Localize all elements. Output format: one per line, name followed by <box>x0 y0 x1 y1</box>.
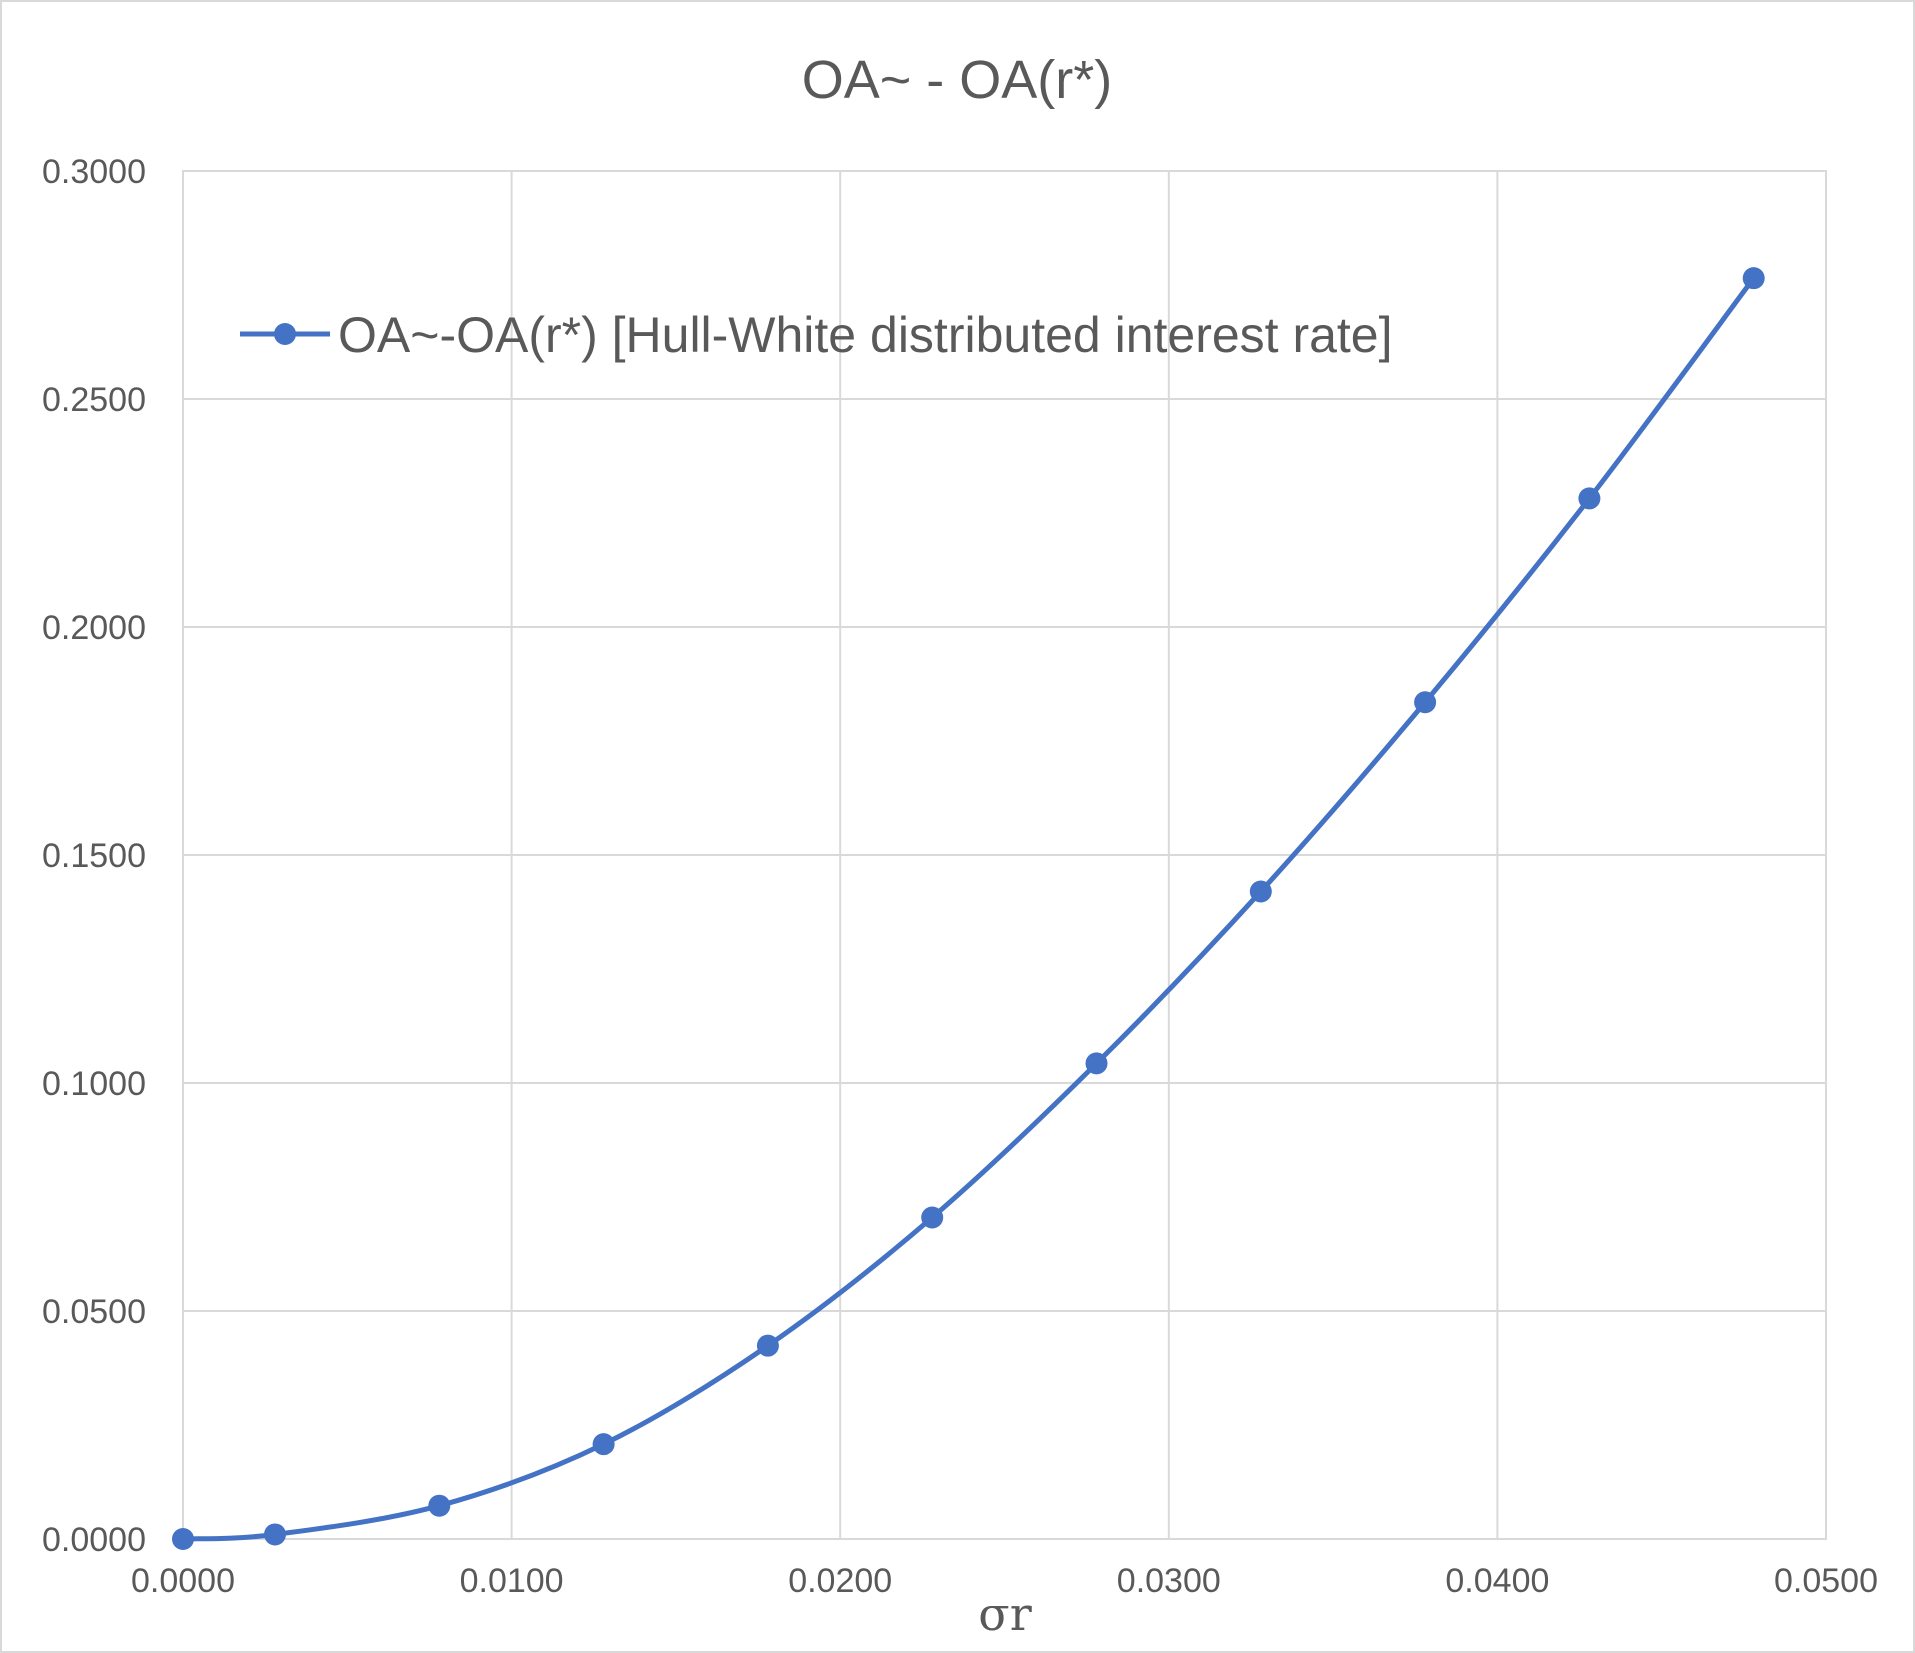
x-tick-label: 0.0000 <box>131 1562 235 1600</box>
gridlines <box>182 170 1827 1540</box>
data-point <box>1414 691 1437 714</box>
data-point <box>1249 880 1272 903</box>
legend-entry-label: OA~-OA(r*) [Hull-White distributed inter… <box>338 307 1393 363</box>
x-axis-label: σr <box>978 1587 1031 1641</box>
y-tick-label: 0.2500 <box>42 381 146 419</box>
series-layer <box>172 267 1765 1550</box>
data-point <box>1578 487 1601 510</box>
y-tick-label: 0.3000 <box>42 153 146 191</box>
data-point <box>756 1334 779 1357</box>
y-tick-label: 0.0500 <box>42 1293 146 1331</box>
data-point <box>1085 1052 1108 1075</box>
legend-marker-swatch <box>274 323 296 345</box>
x-tick-label: 0.0300 <box>1117 1562 1221 1600</box>
data-point <box>172 1528 194 1550</box>
y-tick-label: 0.1000 <box>42 1065 146 1103</box>
chart-title: OA~ - OA(r*) <box>802 50 1113 110</box>
x-tick-label: 0.0100 <box>460 1562 564 1600</box>
legend: OA~-OA(r*) [Hull-White distributed inter… <box>240 307 1393 363</box>
y-tick-label: 0.1500 <box>42 837 146 875</box>
data-point <box>592 1433 615 1456</box>
x-axis-ticks: 0.0000 0.0100 0.0200 0.0300 0.0400 0.0500 <box>131 1562 1878 1600</box>
data-point <box>264 1523 287 1546</box>
data-point <box>1742 267 1765 290</box>
x-tick-label: 0.0400 <box>1445 1562 1549 1600</box>
x-tick-label: 0.0500 <box>1774 1562 1878 1600</box>
y-axis-ticks: 0.0000 0.0500 0.1000 0.1500 0.2000 0.2500 0.30… <box>42 153 146 1559</box>
y-tick-label: 0.0000 <box>42 1521 146 1559</box>
y-tick-label: 0.2000 <box>42 609 146 647</box>
x-tick-label: 0.0200 <box>788 1562 892 1600</box>
data-point <box>428 1494 451 1517</box>
data-point <box>921 1206 944 1229</box>
